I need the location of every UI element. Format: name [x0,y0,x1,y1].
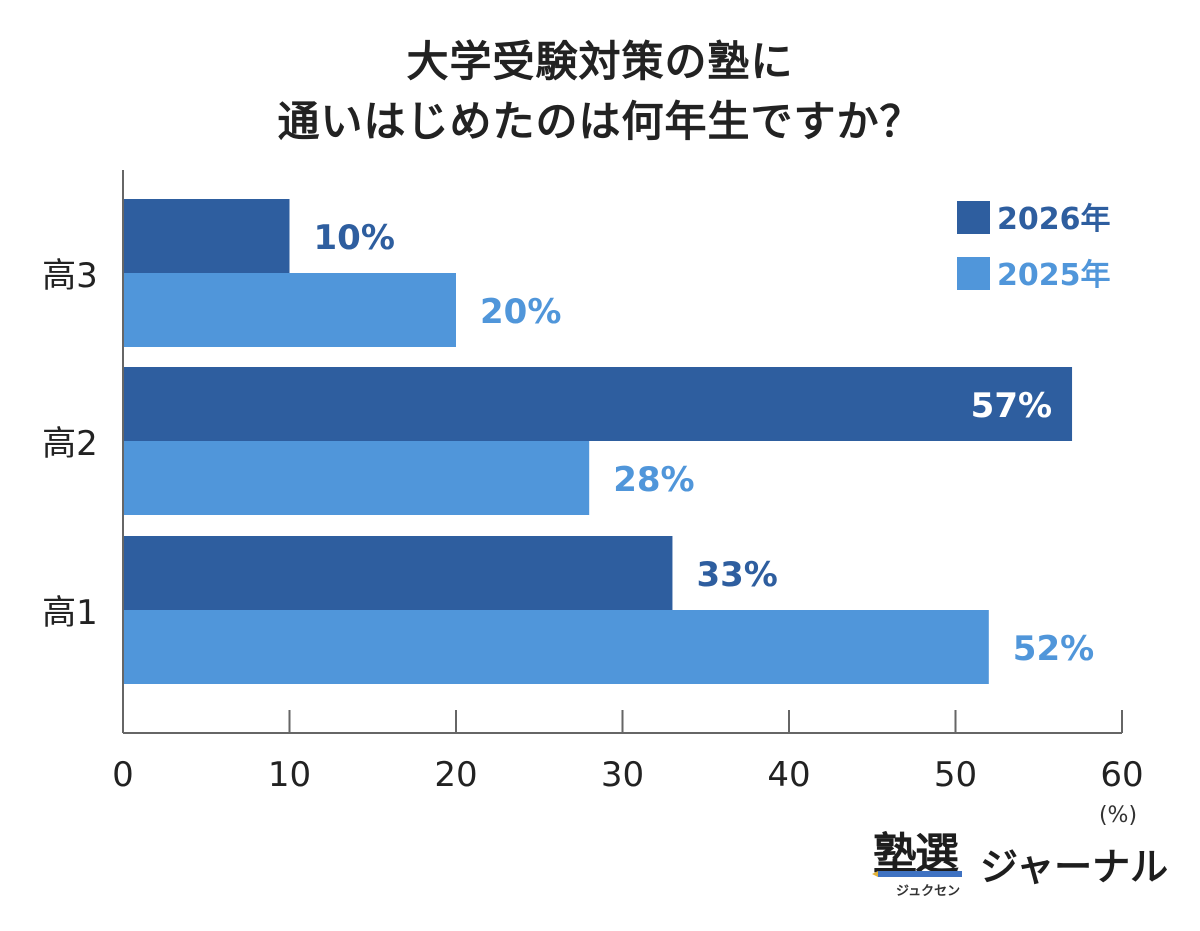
bar [124,199,290,273]
data-label: 52% [1013,629,1094,669]
bar [124,441,590,515]
x-tick-label: 0 [112,755,134,795]
data-label: 57% [971,386,1052,426]
x-tick-label: 50 [934,755,977,795]
chart-title-line-2: 通いはじめたのは何年生ですか？ [277,97,923,146]
data-label: 28% [613,460,694,500]
category-label: 高2 [42,424,98,464]
x-tick-label: 10 [268,755,311,795]
logo-journal: ジャーナル [980,845,1169,889]
x-tick-label: 60 [1100,755,1143,795]
x-tick-label: 30 [601,755,644,795]
unit-label: (%) [1099,803,1137,828]
logo-underline [878,871,962,877]
logo-kana: ジュクセン [896,884,961,899]
data-label: 20% [480,292,561,332]
bar [124,536,673,610]
legend-swatch [957,201,990,234]
data-label: 10% [314,218,395,258]
bar [124,367,1073,441]
logo-pencil-tip [872,871,878,877]
x-tick-label: 20 [434,755,477,795]
chart-title-line-1: 大学受験対策の塾に [406,37,794,86]
legend-label: 2026年 [997,202,1111,237]
category-label: 高3 [42,256,98,296]
category-label: 高1 [42,593,98,633]
legend-swatch [957,257,990,290]
x-tick-label: 40 [767,755,810,795]
bar [124,273,456,347]
legend-label: 2025年 [997,258,1111,293]
data-label: 33% [696,555,777,595]
bar [124,610,989,684]
